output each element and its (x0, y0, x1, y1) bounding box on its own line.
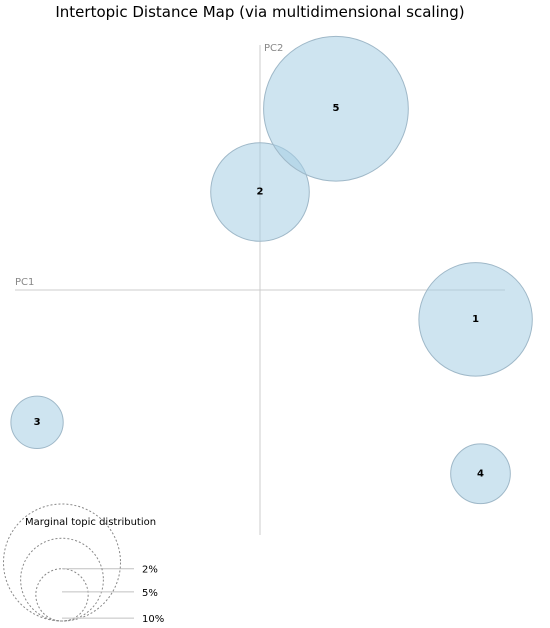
topic-circle-4[interactable] (450, 443, 511, 505)
chart-title: Intertopic Distance Map (via multidimens… (55, 3, 464, 21)
marginal-topic-legend: Marginal topic distribution 2% 5% 10% (2, 503, 164, 625)
topic-bubble-2[interactable]: 2 (210, 142, 310, 242)
pc2-axis-label: PC2 (264, 43, 283, 54)
axes: PC1 PC2 (15, 43, 505, 535)
topic-circle-5[interactable] (263, 35, 409, 182)
topic-label-2: 2 (257, 187, 264, 198)
topic-circle-2[interactable] (210, 142, 310, 242)
topic-circle-1[interactable] (418, 262, 533, 377)
topic-bubble-3[interactable]: 3 (10, 395, 64, 449)
topic-bubble-1[interactable]: 1 (418, 262, 533, 377)
topic-bubble-5[interactable]: 5 (263, 35, 409, 182)
legend-circle-2pct (35, 568, 89, 622)
topic-circle-3[interactable] (10, 395, 64, 449)
topic-label-1: 1 (472, 314, 479, 325)
legend-title: Marginal topic distribution (25, 517, 156, 528)
legend-circle-10pct (2, 503, 122, 622)
pc1-axis-label: PC1 (15, 277, 34, 288)
legend-circle-5pct (20, 537, 104, 622)
topic-label-4: 4 (477, 468, 484, 479)
topic-label-3: 3 (34, 417, 41, 428)
topic-bubbles: 1 2 3 4 5 (10, 35, 533, 505)
legend-label-2pct: 2% (142, 565, 158, 576)
legend-label-5pct: 5% (142, 588, 158, 599)
legend-label-10pct: 10% (142, 614, 164, 625)
topic-label-5: 5 (332, 103, 339, 114)
topic-bubble-4[interactable]: 4 (450, 443, 511, 505)
